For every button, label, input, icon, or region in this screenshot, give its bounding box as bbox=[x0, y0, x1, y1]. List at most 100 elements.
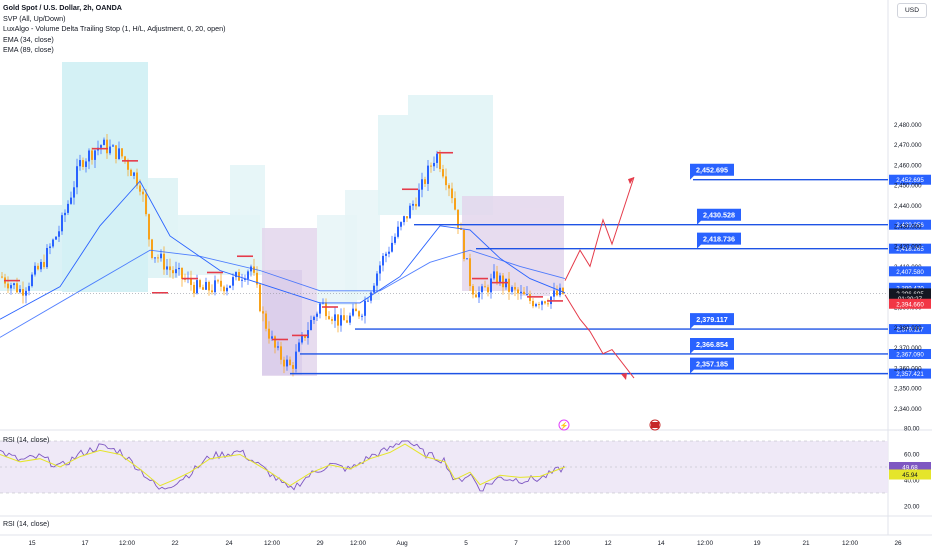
price-tick-label: 2,370.000 bbox=[894, 345, 922, 352]
level-axis-tag-text: 2,379.117 bbox=[896, 327, 924, 334]
candle-body bbox=[100, 145, 102, 148]
legend-svp[interactable]: SVP (All, Up/Down) bbox=[3, 13, 66, 23]
candle-body bbox=[307, 330, 309, 338]
level-callout bbox=[690, 163, 734, 180]
candle-body bbox=[58, 231, 60, 237]
candle-body bbox=[223, 286, 225, 292]
candle-body bbox=[25, 290, 27, 296]
candle-body bbox=[298, 342, 300, 352]
level-axis-tag bbox=[889, 324, 931, 335]
candle-body bbox=[397, 226, 399, 237]
candle-body bbox=[496, 271, 498, 283]
candle-body bbox=[283, 359, 285, 367]
rsi-band bbox=[0, 441, 888, 493]
candle-body bbox=[19, 289, 21, 293]
symbol-title[interactable]: Gold Spot / U.S. Dollar, 2h, OANDA bbox=[3, 3, 123, 12]
time-tick-label: 19 bbox=[753, 540, 761, 547]
price-tick-label: 2,340.000 bbox=[894, 406, 922, 413]
candle-body bbox=[70, 197, 72, 204]
candle-body bbox=[67, 203, 69, 213]
level-callout-text: 2,418.736 bbox=[703, 235, 735, 244]
candle-body bbox=[433, 162, 435, 167]
rsi-ma-text: 45.94 bbox=[902, 472, 918, 479]
legend-luxalgo[interactable]: LuxAlgo - Volume Delta Trailing Stop (1,… bbox=[3, 24, 226, 34]
candle-body bbox=[256, 272, 258, 285]
candle-body bbox=[418, 189, 420, 207]
level-callout bbox=[690, 313, 734, 330]
rsi-legend-1[interactable]: RSI (14, close) bbox=[3, 437, 50, 444]
price-axis-tag bbox=[889, 288, 931, 299]
candle-body bbox=[292, 365, 294, 369]
level-axis-tag bbox=[889, 368, 931, 379]
candle-body bbox=[10, 285, 12, 289]
rsi-tick-label: 80.00 bbox=[904, 426, 920, 433]
time-tick-label: 22 bbox=[171, 540, 179, 547]
candle-body bbox=[499, 275, 501, 283]
legend-ema-34[interactable]: EMA (34, close) bbox=[3, 34, 54, 44]
rsi-value-tag bbox=[889, 462, 931, 472]
candle-body bbox=[421, 179, 423, 190]
rsi-ma-line bbox=[0, 443, 566, 487]
candle-body bbox=[277, 346, 279, 348]
lightning-icon-glyph: ⚡ bbox=[560, 421, 569, 430]
candle-body bbox=[325, 302, 327, 317]
price-axis-tag bbox=[889, 282, 931, 293]
candle-body bbox=[139, 185, 141, 192]
arrowhead-up-icon bbox=[628, 177, 634, 185]
candle-body bbox=[466, 258, 468, 260]
candle-body bbox=[91, 150, 93, 160]
level-callout-text: 2,379.117 bbox=[696, 315, 728, 324]
candle-body bbox=[43, 261, 45, 268]
candle-body bbox=[175, 269, 177, 274]
candle-body bbox=[7, 283, 9, 289]
price-axis-tag bbox=[889, 266, 931, 277]
candle-body bbox=[112, 145, 114, 147]
currency-button[interactable]: USD bbox=[897, 3, 927, 18]
candle-body bbox=[547, 303, 549, 305]
price-axis-tag bbox=[889, 298, 931, 309]
volume-profile-box bbox=[520, 208, 550, 296]
candle-body bbox=[562, 287, 564, 294]
candle-body bbox=[229, 285, 231, 288]
candle-body bbox=[271, 336, 273, 339]
lightning-icon bbox=[558, 419, 570, 431]
candle-body bbox=[427, 165, 429, 184]
candle-body bbox=[319, 303, 321, 314]
candle-body bbox=[121, 148, 123, 157]
candle-body bbox=[406, 216, 408, 219]
candle-body bbox=[355, 308, 357, 312]
candle-body bbox=[205, 281, 207, 290]
candle-body bbox=[526, 294, 528, 296]
candle-body bbox=[340, 315, 342, 326]
candle-body bbox=[265, 313, 267, 329]
candle-body bbox=[235, 272, 237, 278]
time-tick-label: 29 bbox=[316, 540, 324, 547]
rsi-ma-tag bbox=[889, 469, 931, 480]
candle-body bbox=[469, 258, 471, 287]
candle-body bbox=[76, 166, 78, 188]
candle-body bbox=[490, 278, 492, 293]
level-callout-text: 2,366.854 bbox=[696, 340, 728, 349]
candle-body bbox=[301, 334, 303, 343]
candle-body bbox=[385, 253, 387, 256]
rsi-legend-2[interactable]: RSI (14, close) bbox=[3, 521, 50, 528]
volume-profile-box bbox=[378, 115, 408, 215]
candle-body bbox=[94, 150, 96, 160]
candle-body bbox=[517, 289, 519, 294]
candle-body bbox=[199, 280, 201, 288]
candle-body bbox=[364, 300, 366, 316]
price-tick-label: 2,480.000 bbox=[894, 122, 922, 129]
candle-body bbox=[217, 280, 219, 282]
legend-ema-89[interactable]: EMA (89, close) bbox=[3, 45, 54, 55]
candle-body bbox=[403, 216, 405, 223]
us-flag-stripes bbox=[651, 422, 659, 428]
candle-body bbox=[295, 351, 297, 369]
candle-body bbox=[160, 253, 162, 259]
candle-body bbox=[286, 359, 288, 367]
candle-body bbox=[451, 188, 453, 199]
projection-down-arrow bbox=[564, 294, 635, 379]
candle-body bbox=[106, 139, 108, 154]
candle-body bbox=[16, 283, 18, 293]
